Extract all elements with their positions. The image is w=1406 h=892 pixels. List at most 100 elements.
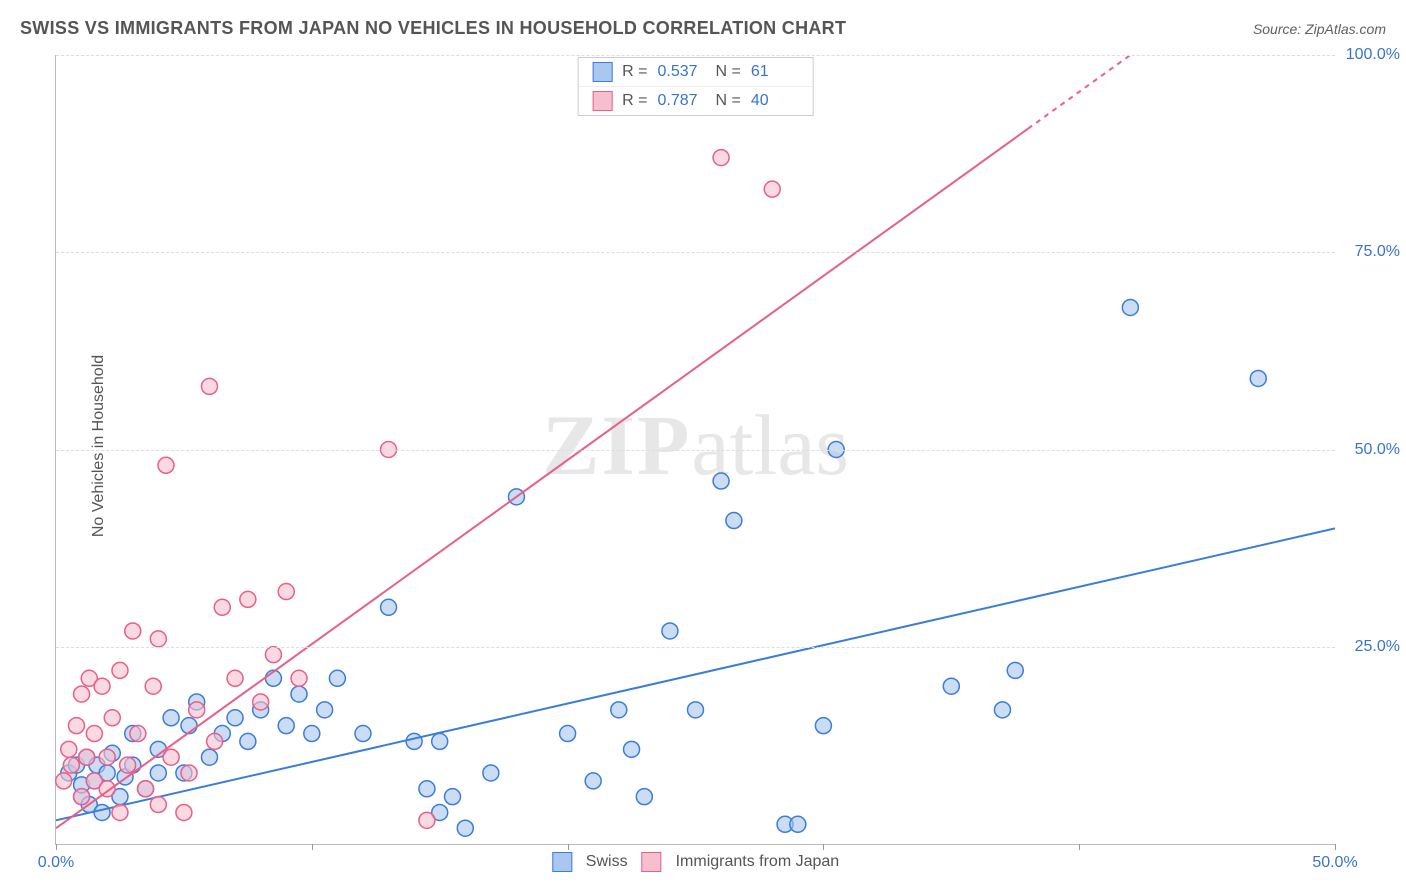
data-point <box>624 741 640 757</box>
stats-row-swiss: R = 0.537 N = 61 <box>578 58 813 86</box>
data-point <box>79 749 95 765</box>
x-tick <box>56 844 57 850</box>
data-point <box>94 678 110 694</box>
trend-line-dashed <box>1028 55 1130 129</box>
data-point <box>713 150 729 166</box>
plot-area: ZIPatlas R = 0.537 N = 61 R = 0.787 N = … <box>55 55 1335 845</box>
data-point <box>74 686 90 702</box>
legend-swatch-swiss <box>552 852 572 872</box>
data-point <box>163 710 179 726</box>
data-point <box>688 702 704 718</box>
data-point <box>112 804 128 820</box>
x-tick-label: 50.0% <box>1312 854 1357 872</box>
data-point <box>265 647 281 663</box>
data-point <box>150 797 166 813</box>
data-point <box>726 513 742 529</box>
x-tick <box>568 844 569 850</box>
data-point <box>86 726 102 742</box>
data-point <box>56 773 72 789</box>
gridline <box>56 647 1335 648</box>
trend-line <box>56 129 1028 829</box>
data-point <box>457 820 473 836</box>
swatch-swiss <box>592 62 612 82</box>
stats-row-japan: R = 0.787 N = 40 <box>578 86 813 115</box>
data-point <box>1122 299 1138 315</box>
trend-line <box>56 528 1335 820</box>
y-tick-label: 25.0% <box>1340 638 1400 656</box>
x-tick <box>312 844 313 850</box>
data-point <box>329 670 345 686</box>
stats-box: R = 0.537 N = 61 R = 0.787 N = 40 <box>577 57 814 116</box>
data-point <box>381 599 397 615</box>
data-point <box>278 718 294 734</box>
data-point <box>815 718 831 734</box>
gridline <box>56 252 1335 253</box>
data-point <box>1250 370 1266 386</box>
data-point <box>291 686 307 702</box>
data-point <box>317 702 333 718</box>
swatch-japan <box>592 91 612 111</box>
data-point <box>189 702 205 718</box>
data-point <box>1007 662 1023 678</box>
data-point <box>138 781 154 797</box>
x-tick-label: 0.0% <box>38 854 74 872</box>
data-point <box>419 781 435 797</box>
data-point <box>662 623 678 639</box>
data-point <box>432 733 448 749</box>
legend-bottom: Swiss Immigrants from Japan <box>552 852 839 872</box>
data-point <box>176 804 192 820</box>
chart-title: SWISS VS IMMIGRANTS FROM JAPAN NO VEHICL… <box>20 18 846 39</box>
data-point <box>304 726 320 742</box>
source-label: Source: ZipAtlas.com <box>1253 21 1386 37</box>
data-point <box>444 789 460 805</box>
data-point <box>355 726 371 742</box>
data-point <box>145 678 161 694</box>
data-point <box>68 718 84 734</box>
data-point <box>99 749 115 765</box>
data-point <box>181 718 197 734</box>
legend-label-japan: Immigrants from Japan <box>676 853 840 871</box>
x-tick <box>823 844 824 850</box>
data-point <box>201 749 217 765</box>
data-point <box>560 726 576 742</box>
data-point <box>214 599 230 615</box>
data-point <box>112 662 128 678</box>
data-point <box>130 726 146 742</box>
data-point <box>790 816 806 832</box>
data-point <box>483 765 499 781</box>
data-point <box>158 457 174 473</box>
data-point <box>125 623 141 639</box>
data-point <box>63 757 79 773</box>
data-point <box>201 378 217 394</box>
legend-swatch-japan <box>642 852 662 872</box>
data-point <box>419 812 435 828</box>
data-point <box>163 749 179 765</box>
data-point <box>207 733 223 749</box>
y-tick-label: 100.0% <box>1340 46 1400 64</box>
data-point <box>240 591 256 607</box>
data-point <box>943 678 959 694</box>
gridline <box>56 55 1335 56</box>
data-point <box>94 804 110 820</box>
data-point <box>713 473 729 489</box>
data-point <box>240 733 256 749</box>
data-point <box>611 702 627 718</box>
data-point <box>585 773 601 789</box>
data-point <box>253 694 269 710</box>
data-point <box>406 733 422 749</box>
data-point <box>291 670 307 686</box>
data-point <box>994 702 1010 718</box>
data-point <box>74 789 90 805</box>
data-point <box>227 670 243 686</box>
data-point <box>150 765 166 781</box>
data-point <box>636 789 652 805</box>
data-point <box>278 584 294 600</box>
x-tick <box>1335 844 1336 850</box>
data-point <box>104 710 120 726</box>
data-point <box>120 757 136 773</box>
data-point <box>764 181 780 197</box>
x-tick <box>1079 844 1080 850</box>
y-tick-label: 75.0% <box>1340 243 1400 261</box>
y-tick-label: 50.0% <box>1340 441 1400 459</box>
data-point <box>227 710 243 726</box>
